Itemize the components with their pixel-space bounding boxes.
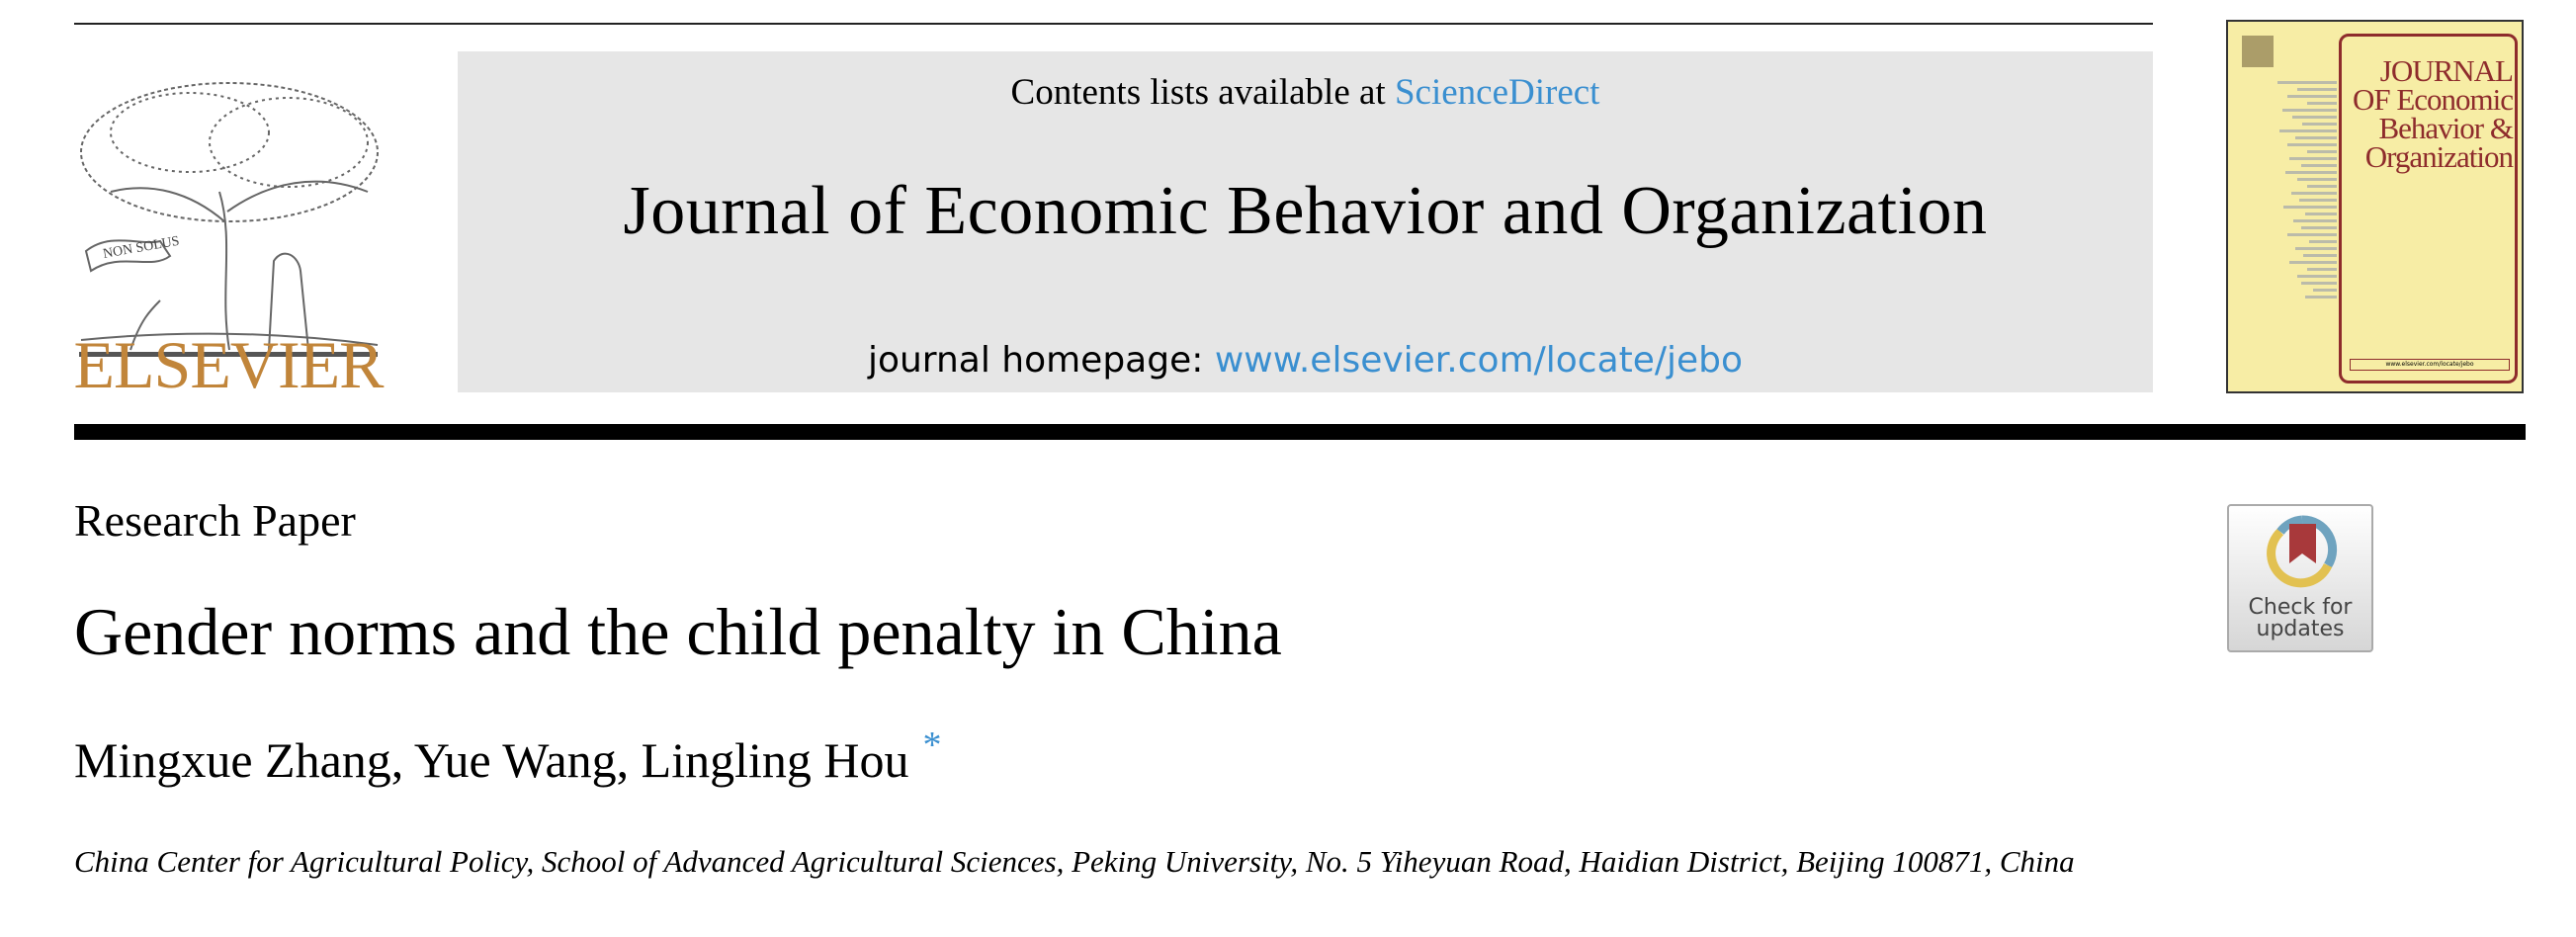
check-for-updates-button[interactable]: Check for updates [2227,504,2373,652]
contents-prefix: Contents lists available at [1010,72,1395,113]
homepage-link[interactable]: www.elsevier.com/locate/jebo [1214,340,1744,381]
cover-editor-list [2268,81,2337,302]
paper-title: Gender norms and the child penalty in Ch… [74,594,1282,669]
check-for-updates-label: Check for updates [2248,595,2353,641]
author-list: Mingxue Zhang, Yue Wang, Lingling Hou * [74,724,941,789]
authors[interactable]: Mingxue Zhang, Yue Wang, Lingling Hou [74,732,909,788]
top-rule [74,23,2153,25]
elsevier-wordmark: ELSEVIER [73,327,384,402]
cover-url: www.elsevier.com/locate/jebo [2350,359,2510,371]
journal-cover[interactable]: JOURNAL OF Economic Behavior & Organizat… [2226,20,2524,393]
bookmark-ring-icon [2267,515,2338,588]
elsevier-tree-logo: NON SOLUS [79,82,379,357]
contents-line: Contents lists available at ScienceDirec… [458,71,2153,114]
corresponding-author-marker[interactable]: * [922,724,942,766]
header-divider [74,424,2526,440]
cover-title: JOURNAL OF Economic Behavior & Organizat… [2352,53,2514,174]
affiliation: China Center for Agricultural Policy, Sc… [74,844,2075,879]
article-type: Research Paper [74,495,356,546]
homepage-line: journal homepage: www.elsevier.com/locat… [458,340,2153,381]
sciencedirect-link[interactable]: ScienceDirect [1394,72,1600,113]
cover-title-panel: JOURNAL OF Economic Behavior & Organizat… [2339,34,2518,383]
journal-banner: Contents lists available at ScienceDirec… [458,51,2153,392]
cover-elsevier-logo [2242,36,2274,67]
journal-title: Journal of Economic Behavior and Organiz… [623,173,1988,249]
homepage-prefix: journal homepage: [867,340,1215,381]
